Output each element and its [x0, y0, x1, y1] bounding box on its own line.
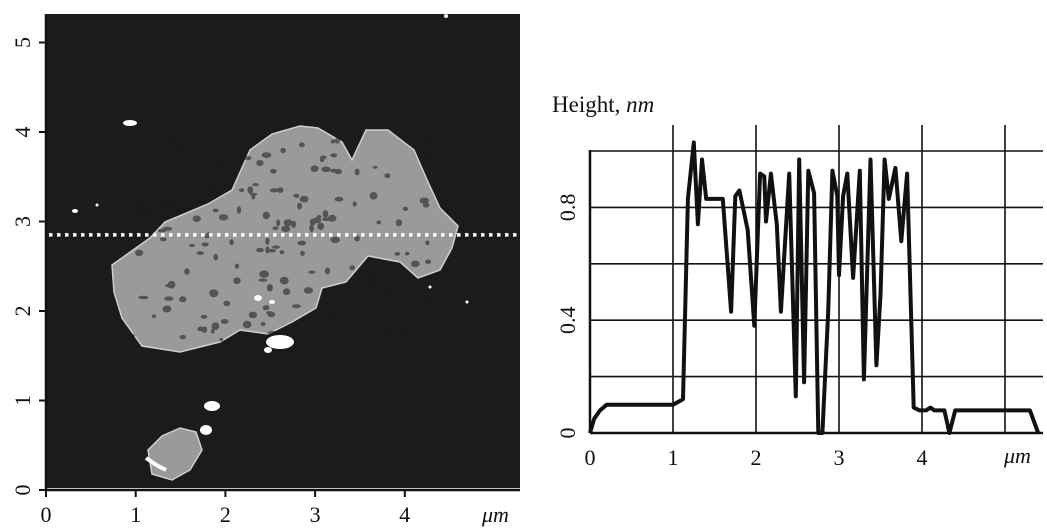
afm-x-tick-label: 0: [41, 502, 52, 527]
afm-y-tick-label: 1: [10, 395, 35, 406]
profile-panel: Height, nm 0 1 2 3 4 0 0.4 0.8 μm: [552, 92, 1043, 470]
afm-y-tick-label: 3: [10, 216, 35, 227]
afm-y-tick-label: 0: [10, 485, 35, 496]
afm-x-ticks: 0 1 2 3 4: [41, 490, 410, 527]
profile-y-ticks: 0 0.4 0.8: [555, 194, 580, 439]
profile-x-ticks: 0 1 2 3 4: [585, 445, 928, 470]
afm-y-tick-label: 2: [10, 306, 35, 317]
afm-y-tick-label: 4: [10, 127, 35, 138]
afm-y-ticks: 0 1 2 3 4 5: [10, 37, 46, 496]
profile-x-tick-label: 2: [751, 445, 762, 470]
profile-x-tick-label: 4: [917, 445, 928, 470]
afm-feature-large: [111, 125, 459, 353]
afm-axes: [44, 14, 520, 492]
profile-series-line: [588, 140, 1041, 435]
profile-y-tick-label: 0.8: [555, 194, 580, 222]
afm-x-unit: μm: [481, 502, 509, 527]
profile-y-tick-label: 0.4: [555, 306, 580, 334]
profile-x-tick-label: 0: [585, 445, 596, 470]
afm-x-tick-label: 3: [310, 502, 321, 527]
profile-y-tick-label: 0: [555, 428, 580, 439]
afm-x-tick-label: 1: [130, 502, 141, 527]
profile-x-unit: μm: [1003, 443, 1031, 468]
afm-image-panel: 0 1 2 3 4 0 1 2 3 4 5 μm: [10, 14, 520, 527]
afm-x-tick-label: 4: [399, 502, 410, 527]
afm-feature-pores: [126, 136, 436, 342]
afm-y-tick-label: 5: [10, 37, 35, 48]
profile-title: Height, nm: [552, 92, 654, 117]
afm-x-tick-label: 2: [220, 502, 231, 527]
afm-bright-particles: [72, 14, 469, 472]
profile-x-tick-label: 1: [668, 445, 679, 470]
profile-x-tick-label: 3: [834, 445, 845, 470]
